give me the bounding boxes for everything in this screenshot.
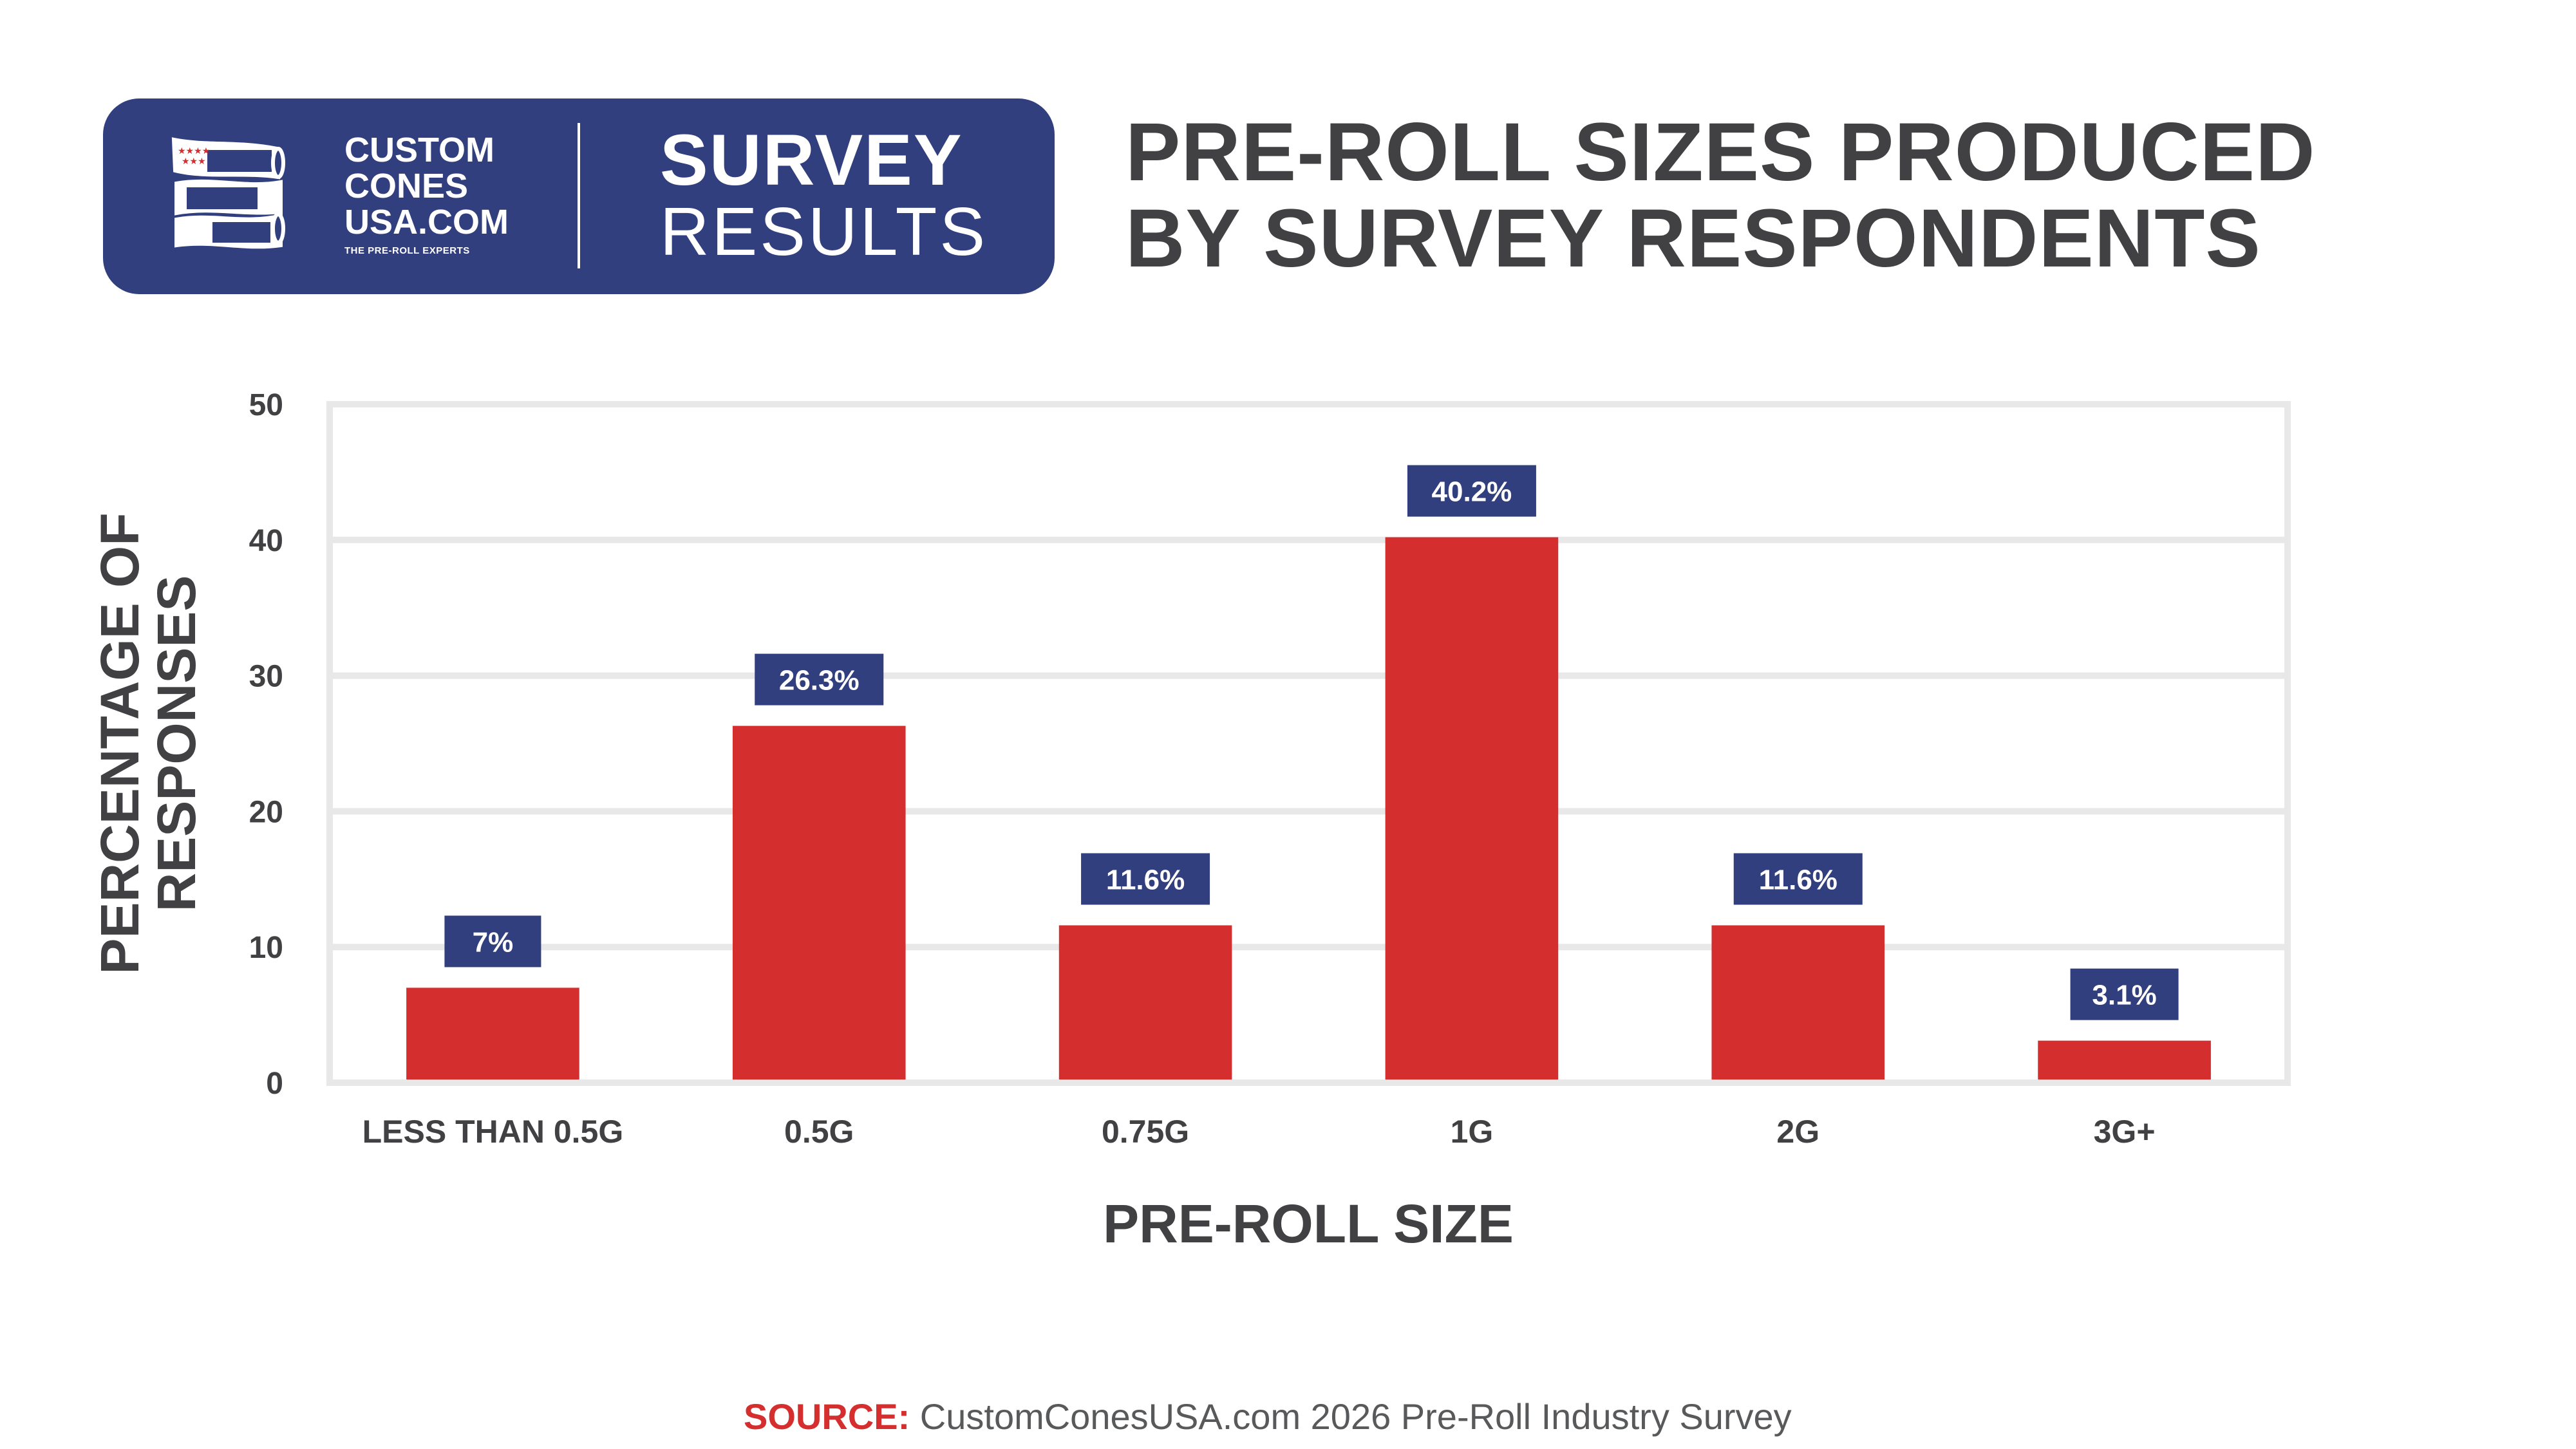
x-tick-label: 0.75G <box>1102 1114 1189 1150</box>
chart-title-line: PRE-ROLL SIZES PRODUCED <box>1125 106 2316 198</box>
source-note: SOURCE: CustomConesUSA.com 2026 Pre-Roll… <box>744 1396 1792 1437</box>
data-label: 40.2% <box>1432 476 1512 508</box>
bar <box>1058 925 1232 1080</box>
y-tick-label: 50 <box>249 388 283 422</box>
data-label: 26.3% <box>779 665 860 696</box>
bar <box>732 725 906 1080</box>
brand-tagline: THE PRE-ROLL EXPERTS <box>344 245 470 256</box>
pre-roll-flag-logo-icon: ★★★★ ★★★ <box>171 137 285 249</box>
data-labels: 7% 26.3% 11.6% 40.2% 11.6% 3.1% <box>444 465 2179 1020</box>
y-tick-label: 10 <box>249 931 283 965</box>
x-axis-title: PRE-ROLL SIZE <box>1103 1193 1514 1254</box>
data-label: 3.1% <box>2092 980 2156 1011</box>
brand-line: CUSTOM <box>344 131 495 169</box>
y-tick-label: 30 <box>249 660 283 694</box>
bars <box>406 537 2211 1080</box>
badge-divider <box>578 123 580 268</box>
bar <box>406 987 579 1080</box>
bar <box>1711 925 1885 1080</box>
bar <box>2038 1040 2211 1080</box>
y-tick-label: 40 <box>249 524 283 558</box>
data-label-box <box>1733 853 1863 905</box>
survey-results-badge: ★★★★ ★★★ CUSTOM CONES USA.COM THE PRE-RO… <box>103 98 1055 294</box>
svg-text:★★★: ★★★ <box>182 156 206 167</box>
y-axis-ticks: 0 10 20 30 40 50 <box>249 388 283 1101</box>
data-label-box <box>2070 968 2179 1020</box>
y-tick-label: 20 <box>249 795 283 829</box>
data-label-box <box>755 653 884 706</box>
x-tick-label: 1G <box>1451 1114 1494 1150</box>
x-tick-label: 2G <box>1776 1114 1819 1150</box>
y-axis-title-line: RESPONSES <box>146 575 207 912</box>
badge-survey-word: SURVEY <box>660 120 963 200</box>
x-tick-label: 3G+ <box>2094 1114 2156 1150</box>
source-text: CustomConesUSA.com 2026 Pre-Roll Industr… <box>910 1396 1792 1437</box>
x-tick-label: 0.5G <box>784 1114 854 1150</box>
x-tick-label: LESS THAN 0.5G <box>362 1114 624 1150</box>
data-label-box <box>1407 465 1536 517</box>
data-label-box <box>1081 853 1210 905</box>
brand-line: USA.COM <box>344 203 509 241</box>
source-label: SOURCE: <box>744 1396 910 1437</box>
gridlines <box>326 401 2291 1086</box>
svg-text:★★★★: ★★★★ <box>178 146 210 156</box>
y-axis-title: PERCENTAGE OF RESPONSES <box>89 512 207 974</box>
x-axis-categories: LESS THAN 0.5G 0.5G 0.75G 1G 2G 3G+ <box>362 1114 2156 1150</box>
brand-line: CONES <box>344 167 469 205</box>
bar <box>1385 537 1559 1080</box>
data-label: 7% <box>473 926 514 958</box>
data-label-box <box>444 915 541 968</box>
data-label: 11.6% <box>1759 864 1838 895</box>
chart-title: PRE-ROLL SIZES PRODUCED BY SURVEY RESPON… <box>1125 109 2315 282</box>
y-axis-title-line: PERCENTAGE OF <box>89 512 150 974</box>
data-label: 11.6% <box>1106 864 1185 895</box>
badge-results-word: RESULTS <box>660 194 988 270</box>
y-tick-label: 0 <box>266 1067 283 1101</box>
brand-name: CUSTOM CONES USA.COM THE PRE-ROLL EXPERT… <box>344 132 509 257</box>
chart-title-line: BY SURVEY RESPONDENTS <box>1125 192 2261 285</box>
